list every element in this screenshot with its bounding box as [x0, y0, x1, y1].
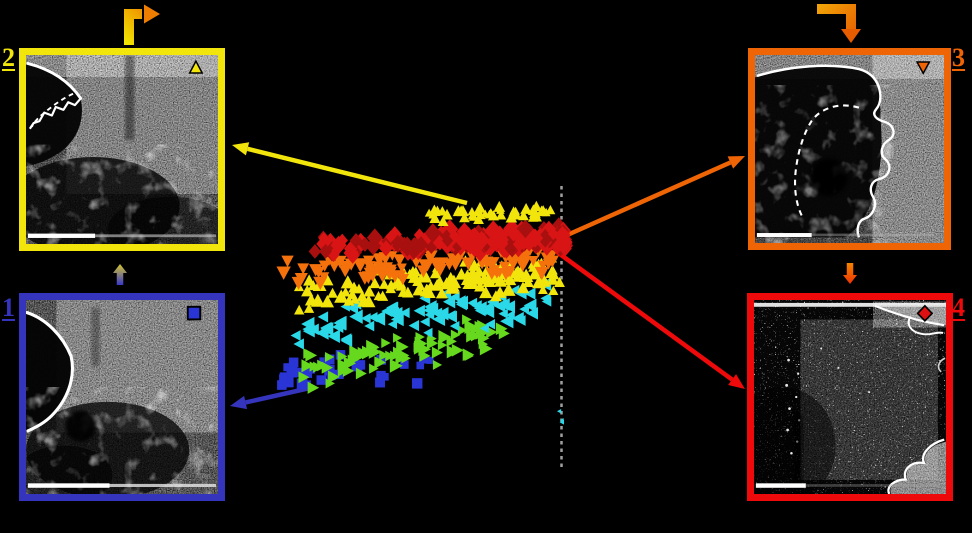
panel-4-frame	[747, 293, 953, 501]
arrow-to-panel-1	[230, 385, 311, 410]
panel-4-diamond-icon	[916, 304, 934, 323]
panel-1-image	[26, 300, 218, 494]
arrow-to-panel-4	[555, 250, 745, 389]
interface-contour-line	[874, 304, 945, 327]
series-panel-4-diamonds	[308, 217, 573, 264]
series-panel-3-triangle-down	[276, 242, 559, 291]
interface-contour-line	[26, 311, 74, 433]
series-panel-2-triangle-up	[293, 251, 565, 315]
contour-hook-line	[907, 315, 944, 336]
series-panel-2-triangle-up-upper	[424, 200, 556, 227]
panel-4-label: 4	[952, 293, 965, 322]
panel-3-image	[755, 55, 944, 243]
jagged-contour-line	[28, 97, 82, 130]
arrow-into-panel-3	[817, 4, 861, 43]
panel-2-image	[26, 55, 218, 244]
panel-1-frame	[19, 293, 225, 501]
series-cyan-triangle-left	[290, 277, 552, 350]
arrow-panel-1-to-2	[113, 264, 127, 285]
panel-3-label: 3	[952, 43, 965, 72]
dashed-contour-line	[30, 92, 74, 128]
arrow-to-panel-2	[232, 142, 468, 206]
series-panel-1-squares	[277, 350, 434, 390]
panel-1-square-icon	[186, 305, 202, 321]
interface-contour-line	[756, 64, 881, 89]
interface-contour-line	[26, 62, 83, 100]
panel-1-label: 1	[2, 293, 15, 322]
arrow-panel-3-to-4	[843, 263, 857, 284]
series-cyan-strays	[556, 409, 565, 425]
panel-4-image	[754, 300, 946, 494]
jagged-contour-line	[887, 438, 945, 494]
arrow-panel-2-out	[124, 4, 160, 45]
jagged-contour-line	[856, 86, 895, 238]
panel-3-triangle-down-icon	[915, 61, 931, 75]
panel-2-frame	[19, 48, 225, 251]
series-green-triangle-right	[298, 314, 510, 394]
arrow-to-panel-3	[555, 156, 745, 243]
panel-2-label: 2	[2, 43, 15, 72]
panel-3-frame	[748, 48, 951, 250]
panel-2-triangle-up-icon	[188, 59, 204, 74]
